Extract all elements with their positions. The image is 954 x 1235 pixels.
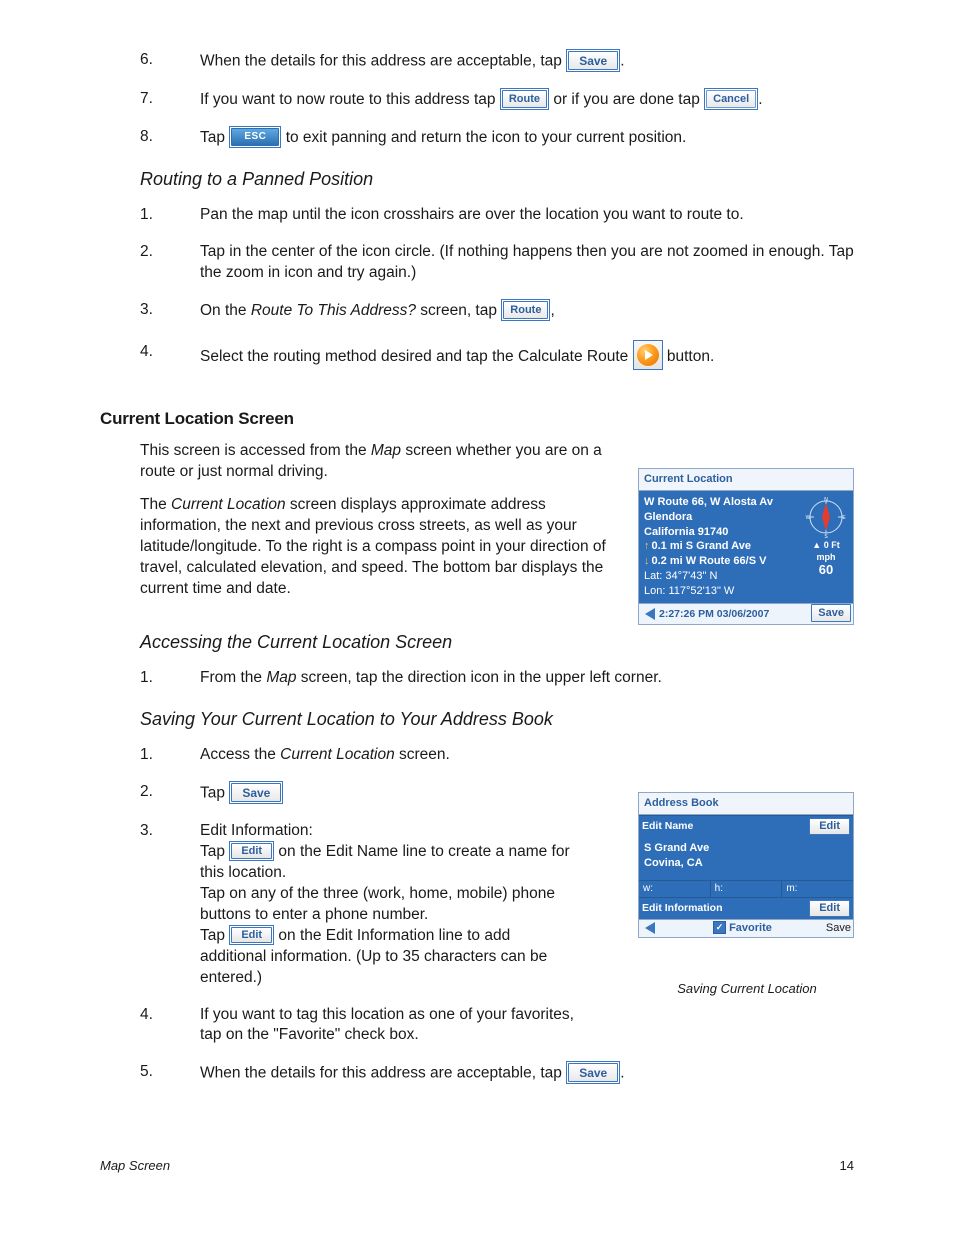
svg-text:N: N [824, 497, 828, 503]
step-number: 5. [140, 1062, 200, 1085]
footer-section: Map Screen [100, 1157, 170, 1175]
phone-home[interactable]: h: [711, 881, 783, 897]
text: or if you are done tap [553, 91, 704, 108]
heading-accessing: Accessing the Current Location Screen [140, 630, 854, 654]
step-number: 3. [140, 821, 200, 989]
steps-routing: 1. Pan the map until the icon crosshairs… [140, 205, 854, 372]
screen-name: Map [371, 442, 401, 459]
datetime: 2:27:26 PM 03/06/2007 [659, 607, 811, 621]
text: Tap [200, 927, 229, 944]
step-number: 4. [140, 1005, 200, 1047]
step-number: 2. [140, 242, 200, 284]
step-number: 4. [140, 342, 200, 372]
address-book-screenshot: Address Book Edit Name Edit S Grand Ave … [638, 792, 854, 938]
screen-name: Current Location [171, 496, 286, 513]
phone-mobile[interactable]: m: [782, 881, 853, 897]
address-line: S Grand Ave [644, 841, 848, 856]
page-number: 14 [840, 1157, 854, 1175]
text: If you want to now route to this address… [200, 91, 500, 108]
heading-saving: Saving Your Current Location to Your Add… [140, 707, 854, 731]
text: Edit Information: [200, 822, 313, 839]
step-number: 6. [140, 50, 200, 73]
text: . [758, 91, 762, 108]
route-button[interactable]: Route [501, 299, 550, 321]
paragraph: This screen is accessed from the Map scr… [140, 441, 620, 483]
panel-title: Current Location [639, 469, 853, 491]
text: Tap [200, 785, 229, 802]
edit-button[interactable]: Edit [229, 925, 274, 945]
phone-work[interactable]: w: [639, 881, 711, 897]
save-button[interactable]: Save [229, 781, 283, 804]
heading-current-location: Current Location Screen [100, 408, 854, 431]
heading-routing: Routing to a Panned Position [140, 167, 854, 191]
screen-name: Current Location [280, 746, 395, 763]
step-number: 1. [140, 668, 200, 689]
text: screen. [395, 746, 450, 763]
text: Pan the map until the icon crosshairs ar… [200, 205, 854, 226]
step-number: 8. [140, 127, 200, 149]
address-line: W Route 66, W Alosta Av [644, 495, 797, 510]
text: Tap [200, 843, 229, 860]
edit-information-label: Edit Information [642, 901, 809, 915]
elevation: ▲ 0 Ft [801, 541, 851, 551]
next-cross-street: 0.1 mi S Grand Ave [644, 540, 751, 552]
edit-name-label: Edit Name [642, 819, 809, 833]
calculate-route-icon[interactable] [633, 340, 663, 370]
text: Select the routing method desired and ta… [200, 348, 633, 365]
step-number: 2. [140, 782, 200, 805]
svg-text:E: E [842, 515, 846, 521]
text: . [620, 53, 624, 70]
text: Access the [200, 746, 280, 763]
steps-accessing: 1. From the Map screen, tap the directio… [140, 668, 854, 689]
screen-name: Route To This Address? [251, 302, 416, 319]
text: If you want to tag this location as one … [200, 1005, 580, 1047]
save-button[interactable]: Save [566, 1061, 620, 1084]
longitude: Lon: 117°52'13" W [644, 584, 797, 599]
route-button[interactable]: Route [500, 88, 549, 110]
edit-button[interactable]: Edit [809, 818, 850, 835]
svg-text:W: W [806, 515, 811, 521]
address-line: Glendora [644, 510, 797, 525]
edit-button[interactable]: Edit [809, 900, 850, 917]
address-line: California 91740 [644, 525, 797, 540]
current-location-screenshot: Current Location W Route 66, W Alosta Av… [638, 468, 854, 625]
text: Tap on any of the three (work, home, mob… [200, 885, 555, 923]
panel-title: Address Book [639, 793, 853, 815]
text: , [550, 302, 554, 319]
prev-cross-street: 0.2 mi W Route 66/S V [644, 555, 766, 567]
compass-icon: N E W S [804, 495, 848, 539]
back-icon[interactable] [645, 608, 655, 620]
text: Tap in the center of the icon circle. (I… [200, 242, 854, 284]
text: From the [200, 669, 266, 686]
edit-button[interactable]: Edit [229, 841, 274, 861]
figure-caption: Saving Current Location [640, 980, 854, 998]
text: On the [200, 302, 251, 319]
text: button. [667, 348, 714, 365]
text: screen, tap the direction icon in the up… [296, 669, 661, 686]
text: Tap [200, 129, 229, 146]
text: screen, tap [416, 302, 501, 319]
svg-text:S: S [824, 534, 828, 539]
save-button[interactable]: Save [826, 921, 851, 936]
screen-name: Map [266, 669, 296, 686]
step-number: 3. [140, 300, 200, 322]
steps-top: 6. When the details for this address are… [140, 50, 854, 149]
text: When the details for this address are ac… [200, 1065, 566, 1082]
esc-button[interactable]: ESC [229, 126, 281, 148]
speed: mph60 [801, 553, 851, 577]
back-icon[interactable] [645, 922, 655, 934]
favorite-checkbox[interactable]: ✓Favorite [659, 921, 826, 936]
save-button[interactable]: Save [811, 604, 851, 622]
cancel-button[interactable]: Cancel [704, 88, 758, 110]
step-number: 1. [140, 745, 200, 766]
text: to exit panning and return the icon to y… [286, 129, 687, 146]
step-number: 7. [140, 89, 200, 111]
save-button[interactable]: Save [566, 49, 620, 72]
text: . [620, 1065, 624, 1082]
latitude: Lat: 34°7'43" N [644, 569, 797, 584]
step-number: 1. [140, 205, 200, 226]
address-line: Covina, CA [644, 856, 848, 871]
text: When the details for this address are ac… [200, 53, 566, 70]
paragraph: The Current Location screen displays app… [140, 495, 620, 600]
